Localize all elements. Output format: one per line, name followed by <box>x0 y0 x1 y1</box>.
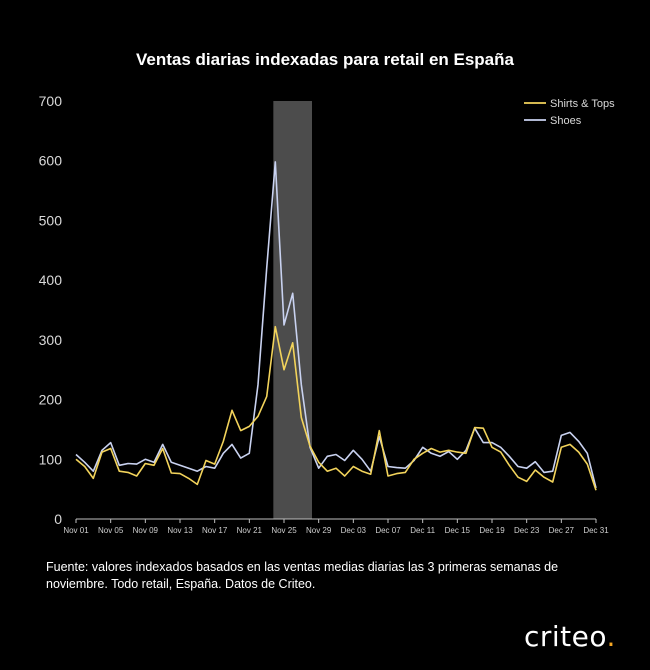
chart-title: Ventas diarias indexadas para retail en … <box>136 50 514 69</box>
x-tick-label: Nov 25 <box>271 526 297 535</box>
x-tick-label: Nov 21 <box>237 526 263 535</box>
y-tick-label: 0 <box>54 511 62 527</box>
x-tick-label: Dec 03 <box>341 526 367 535</box>
x-tick-label: Nov 05 <box>98 526 124 535</box>
x-tick-label: Dec 27 <box>549 526 575 535</box>
y-tick-label: 500 <box>39 212 63 228</box>
criteo-logo: criteo. <box>524 620 616 653</box>
y-tick-label: 300 <box>39 332 63 348</box>
legend-label: Shirts & Tops <box>550 98 615 110</box>
y-tick-label: 600 <box>39 153 63 169</box>
source-note: Fuente: valores indexados basados en las… <box>46 560 559 591</box>
legend-label: Shoes <box>550 115 582 127</box>
x-tick-label: Dec 23 <box>514 526 540 535</box>
x-tick-label: Dec 11 <box>410 526 435 535</box>
legend: Shirts & Tops Shoes <box>524 98 615 127</box>
y-tick-label: 100 <box>39 451 63 467</box>
series-line-shirts-tops <box>75 325 597 491</box>
series-lines <box>75 161 597 491</box>
x-tick-label: Dec 31 <box>583 526 609 535</box>
x-tick-label: Nov 17 <box>202 526 228 535</box>
brand-name: criteo <box>524 620 607 653</box>
x-axis: Nov 01 Nov 05 Nov 09 Nov 13 Nov 17 Nov 21 Nov … <box>63 519 609 535</box>
highlight-band <box>273 101 312 519</box>
series-line-shoes <box>75 161 597 489</box>
x-tick-label: Nov 13 <box>167 526 193 535</box>
y-tick-label: 700 <box>39 93 63 109</box>
y-tick-label: 200 <box>39 392 63 408</box>
x-tick-label: Dec 15 <box>445 526 471 535</box>
x-tick-label: Nov 09 <box>133 526 159 535</box>
x-tick-label: Nov 29 <box>306 526 332 535</box>
x-tick-label: Dec 07 <box>375 526 401 535</box>
x-tick-label: Nov 01 <box>63 526 89 535</box>
y-tick-label: 400 <box>39 272 63 288</box>
x-tick-label: Dec 19 <box>479 526 505 535</box>
y-axis: 0 100 200 300 400 500 600 700 <box>39 93 63 527</box>
brand-dot: . <box>606 620 616 653</box>
